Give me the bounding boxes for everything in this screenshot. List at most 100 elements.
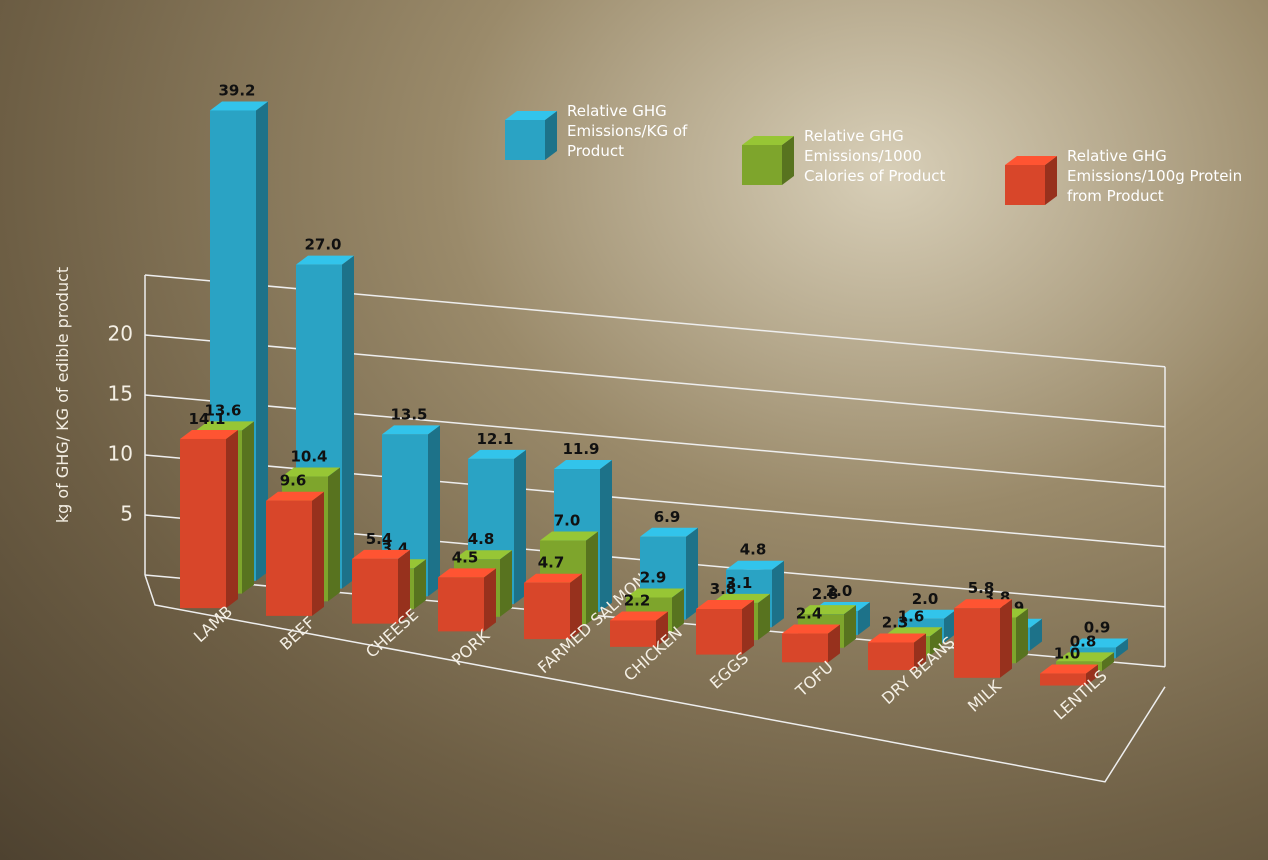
legend-swatch-side: [782, 136, 794, 185]
bar-top: [1056, 652, 1114, 662]
value-label: 10.4: [290, 448, 327, 466]
bar-side: [1016, 608, 1028, 664]
bar: [610, 620, 656, 647]
value-label: 9.6: [280, 472, 307, 490]
bar-top: [524, 573, 582, 583]
bar-top: [696, 599, 754, 609]
bar-side: [484, 568, 496, 632]
x-tick-label: LAMB: [190, 602, 236, 646]
bar-side: [1116, 638, 1128, 659]
legend-swatch: [1005, 165, 1045, 205]
bar: [266, 500, 312, 616]
bar-top: [282, 467, 340, 477]
y-axis-label: kg of GHG/ KG of edible product: [53, 267, 72, 523]
legend-label: Relative GHG Emissions/KG of Product: [567, 102, 688, 160]
bar-side: [312, 491, 324, 616]
bar-side: [914, 633, 926, 671]
bar-top: [196, 421, 254, 431]
y-tick-label: 5: [120, 502, 133, 526]
bar-side: [772, 560, 784, 628]
bar: [1040, 673, 1086, 686]
bar-side: [686, 527, 698, 620]
bar-top: [1040, 664, 1098, 674]
bar-side: [944, 609, 956, 643]
bar-side: [398, 549, 410, 624]
bar-top: [382, 425, 440, 435]
bar-top: [296, 255, 354, 265]
bar-side: [500, 550, 512, 617]
legend-swatch-side: [1045, 156, 1057, 205]
bar-side: [672, 588, 684, 633]
value-label: 14.1: [188, 410, 225, 428]
bar-side: [1000, 599, 1012, 678]
bar-top: [438, 568, 496, 578]
bar-side: [414, 559, 426, 610]
value-label: 6.9: [654, 508, 681, 526]
value-label: 2.2: [624, 591, 651, 609]
x-tick-label: PORK: [448, 626, 494, 670]
bar-top: [610, 611, 668, 621]
bar: [180, 438, 226, 609]
bar-top: [1070, 638, 1128, 648]
value-label: 0.9: [1084, 618, 1111, 636]
bar: [352, 558, 398, 624]
value-label: 1.6: [898, 607, 925, 625]
value-label: 4.7: [538, 554, 565, 572]
x-tick-label: EGGS: [706, 648, 752, 692]
x-tick-label: TOFU: [791, 657, 837, 701]
value-label: 11.9: [562, 440, 599, 458]
value-label: 12.1: [476, 430, 513, 448]
value-label: 5.8: [968, 579, 995, 597]
bar-side: [1030, 618, 1042, 651]
value-label: 3.8: [710, 580, 737, 598]
bar-side: [742, 599, 754, 655]
x-tick-label: MILK: [964, 676, 1005, 716]
bar-top: [266, 491, 324, 501]
bar-top: [210, 101, 268, 111]
bar-side: [1086, 664, 1098, 686]
bar-side: [328, 467, 340, 602]
bar-side: [586, 531, 598, 625]
value-label: 2.0: [912, 590, 939, 608]
bar-side: [242, 421, 254, 594]
bar-top: [868, 633, 926, 643]
bar-side: [844, 605, 856, 648]
bar: [438, 577, 484, 632]
bar: [696, 608, 742, 655]
bar-top: [180, 429, 238, 439]
bar-top: [352, 549, 410, 559]
value-label: 2.3: [882, 613, 909, 631]
y-tick-label: 20: [108, 322, 133, 346]
value-label: 4.8: [740, 541, 767, 559]
bar-top: [454, 550, 512, 560]
bar: [868, 642, 914, 671]
bar: [954, 608, 1000, 678]
bar-side: [656, 611, 668, 647]
bar-top: [782, 624, 840, 634]
bar-top: [640, 527, 698, 537]
value-label: 0.8: [1070, 632, 1097, 650]
bar-side: [758, 593, 770, 641]
bar-side: [226, 429, 238, 609]
legend-label: Relative GHG Emissions/1000 Calories of …: [804, 127, 946, 185]
value-label: 2.8: [812, 585, 839, 603]
legend-swatch-top: [1005, 156, 1057, 165]
bar-side: [256, 101, 268, 581]
bar-top: [726, 560, 784, 570]
legend-label: Relative GHG Emissions/100g Protein from…: [1067, 147, 1243, 205]
legend-swatch-top: [505, 111, 557, 120]
value-label: 2.4: [796, 605, 823, 623]
bar-top: [468, 449, 526, 459]
bar: [524, 582, 570, 640]
legend-swatch-side: [545, 111, 557, 160]
legend-swatch-top: [742, 136, 794, 145]
value-label: 2.9: [640, 568, 667, 586]
bar-side: [570, 573, 582, 640]
value-label: 2.0: [826, 582, 853, 600]
legend-swatch: [742, 145, 782, 185]
legend-swatch: [505, 120, 545, 160]
bar-side: [858, 602, 870, 636]
x-tick-label: BEEF: [276, 613, 319, 654]
